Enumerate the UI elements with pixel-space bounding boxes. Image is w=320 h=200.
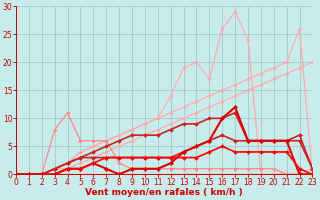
- X-axis label: Vent moyen/en rafales ( km/h ): Vent moyen/en rafales ( km/h ): [85, 188, 243, 197]
